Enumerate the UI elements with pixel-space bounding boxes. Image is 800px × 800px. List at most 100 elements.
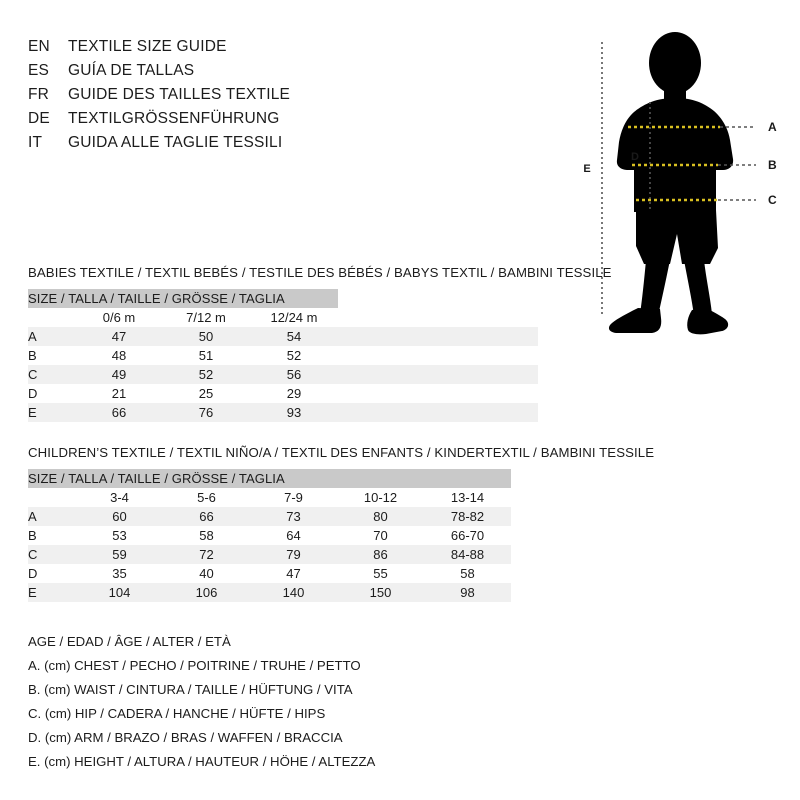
babies-row-label-b: B	[28, 346, 76, 365]
legend-line-hip: C. (cm) HIP / CADERA / HANCHE / HÜFTE / …	[28, 706, 326, 721]
children-cell-d-1: 40	[163, 564, 250, 583]
legend-line-chest: A. (cm) CHEST / PECHO / POITRINE / TRUHE…	[28, 658, 361, 673]
children-cell-a-2: 73	[250, 507, 337, 526]
children-section-title: CHILDREN’S TEXTILE / TEXTIL NIÑO/A / TEX…	[28, 445, 655, 460]
babies-cell-d-0: 21	[76, 384, 162, 403]
children-row-label-a: A	[28, 507, 76, 526]
children-cell-e-3: 150	[337, 583, 424, 602]
table-row: C 59 72 79 86 84-88	[28, 545, 511, 564]
babies-header-spacer	[338, 308, 538, 327]
language-row-fr: FR GUIDE DES TAILLES TEXTILE	[28, 86, 448, 110]
babies-size-band-label: SIZE / TALLA / TAILLE / GRÖSSE / TAGLIA	[28, 289, 338, 308]
figure-marker-a: A	[768, 120, 777, 134]
children-cell-a-1: 66	[163, 507, 250, 526]
figure-marker-e: E	[583, 163, 590, 175]
children-cell-e-0: 104	[76, 583, 163, 602]
babies-cell-a-2: 54	[250, 327, 338, 346]
babies-size-table: SIZE / TALLA / TAILLE / GRÖSSE / TAGLIA …	[28, 289, 538, 422]
babies-column-header-row: 0/6 m 7/12 m 12/24 m	[28, 308, 538, 327]
children-column-header-2: 7-9	[250, 488, 337, 507]
language-header-block: EN TEXTILE SIZE GUIDE ES GUÍA DE TALLAS …	[28, 38, 448, 158]
children-cell-d-4: 58	[424, 564, 511, 583]
language-code-es: ES	[28, 62, 50, 79]
children-column-header-0: 3-4	[76, 488, 163, 507]
children-cell-c-4: 84-88	[424, 545, 511, 564]
language-code-it: IT	[28, 134, 43, 151]
babies-cell-b-0: 48	[76, 346, 162, 365]
table-row: E 66 76 93	[28, 403, 538, 422]
children-column-header-1: 5-6	[163, 488, 250, 507]
measurement-legend: AGE / EDAD / ÂGE / ALTER / ETÀ A. (cm) C…	[28, 630, 375, 774]
children-cell-a-3: 80	[337, 507, 424, 526]
language-code-en: EN	[28, 38, 50, 55]
language-row-es: ES GUÍA DE TALLAS	[28, 62, 448, 86]
figure-marker-b: B	[768, 158, 777, 172]
children-cell-b-0: 53	[76, 526, 163, 545]
children-cell-a-0: 60	[76, 507, 163, 526]
children-cell-c-2: 79	[250, 545, 337, 564]
babies-row-d-spacer	[338, 384, 538, 403]
children-cell-c-3: 86	[337, 545, 424, 564]
children-row-label-b: B	[28, 526, 76, 545]
children-cell-c-1: 72	[163, 545, 250, 564]
babies-row-b-spacer	[338, 346, 538, 365]
children-column-header-3: 10-12	[337, 488, 424, 507]
babies-row-a-spacer	[338, 327, 538, 346]
legend-line-age: AGE / EDAD / ÂGE / ALTER / ETÀ	[28, 634, 231, 649]
children-corner-cell	[28, 488, 76, 507]
babies-cell-e-0: 66	[76, 403, 162, 422]
babies-row-label-d: D	[28, 384, 76, 403]
babies-cell-d-1: 25	[162, 384, 250, 403]
table-row: A 47 50 54	[28, 327, 538, 346]
table-row: B 53 58 64 70 66-70	[28, 526, 511, 545]
children-row-label-d: D	[28, 564, 76, 583]
babies-row-label-c: C	[28, 365, 76, 384]
babies-row-label-a: A	[28, 327, 76, 346]
babies-cell-e-1: 76	[162, 403, 250, 422]
language-title-en: TEXTILE SIZE GUIDE	[68, 38, 227, 55]
child-silhouette-icon	[608, 32, 734, 335]
table-row: E 104 106 140 150 98	[28, 583, 511, 602]
babies-row-label-e: E	[28, 403, 76, 422]
table-row: D 35 40 47 55 58	[28, 564, 511, 583]
babies-band-spacer	[338, 289, 538, 308]
babies-cell-e-2: 93	[250, 403, 338, 422]
babies-cell-d-2: 29	[250, 384, 338, 403]
table-row: A 60 66 73 80 78-82	[28, 507, 511, 526]
babies-cell-c-0: 49	[76, 365, 162, 384]
babies-row-c-spacer	[338, 365, 538, 384]
children-cell-d-3: 55	[337, 564, 424, 583]
figure-marker-d: D	[631, 151, 639, 163]
babies-section: BABIES TEXTILE / TEXTIL BEBÉS / TESTILE …	[28, 265, 612, 422]
children-cell-b-3: 70	[337, 526, 424, 545]
children-cell-b-4: 66-70	[424, 526, 511, 545]
language-title-it: GUIDA ALLE TAGLIE TESSILI	[68, 134, 283, 151]
children-cell-d-2: 47	[250, 564, 337, 583]
children-cell-e-4: 98	[424, 583, 511, 602]
table-row: B 48 51 52	[28, 346, 538, 365]
language-row-it: IT GUIDA ALLE TAGLIE TESSILI	[28, 134, 448, 158]
babies-row-e-spacer	[338, 403, 538, 422]
table-row: C 49 52 56	[28, 365, 538, 384]
legend-line-waist: B. (cm) WAIST / CINTURA / TAILLE / HÜFTU…	[28, 682, 353, 697]
babies-cell-a-1: 50	[162, 327, 250, 346]
children-cell-a-4: 78-82	[424, 507, 511, 526]
language-code-de: DE	[28, 110, 50, 127]
children-cell-d-0: 35	[76, 564, 163, 583]
children-cell-c-0: 59	[76, 545, 163, 564]
babies-cell-b-2: 52	[250, 346, 338, 365]
children-cell-e-2: 140	[250, 583, 337, 602]
language-title-de: TEXTILGRÖSSENFÜHRUNG	[68, 110, 280, 127]
children-cell-e-1: 106	[163, 583, 250, 602]
children-size-band-row: SIZE / TALLA / TAILLE / GRÖSSE / TAGLIA	[28, 469, 511, 488]
language-code-fr: FR	[28, 86, 50, 103]
table-row: D 21 25 29	[28, 384, 538, 403]
babies-column-header-2: 12/24 m	[250, 308, 338, 327]
babies-cell-b-1: 51	[162, 346, 250, 365]
children-cell-b-2: 64	[250, 526, 337, 545]
legend-line-arm: D. (cm) ARM / BRAZO / BRAS / WAFFEN / BR…	[28, 730, 343, 745]
figure-marker-c: C	[768, 193, 777, 207]
language-title-fr: GUIDE DES TAILLES TEXTILE	[68, 86, 291, 103]
language-row-en: EN TEXTILE SIZE GUIDE	[28, 38, 448, 62]
